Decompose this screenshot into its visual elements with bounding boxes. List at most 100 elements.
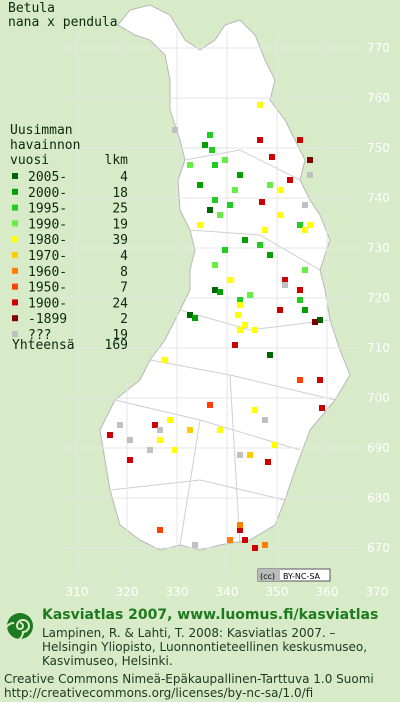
legend-swatch [12, 252, 18, 258]
y-coordinate-label: 710 [367, 341, 390, 355]
brand-line: Kasviatlas 2007, www.luomus.fi/kasviatla… [42, 607, 378, 623]
legend-swatch [12, 331, 18, 337]
legend-count: 19 [112, 217, 128, 232]
license-badge: (cc) BY-NC-SA [257, 568, 331, 582]
observation-dot [302, 307, 308, 313]
observation-dot [242, 237, 248, 243]
x-coordinate-label: 340 [216, 585, 239, 599]
observation-dot [272, 442, 278, 448]
legend-label: 2005- [28, 170, 67, 185]
observation-dot [237, 327, 243, 333]
observation-dot [252, 407, 258, 413]
legend-label: 1970- [28, 249, 67, 264]
observation-dot [227, 277, 233, 283]
y-coordinate-label: 680 [367, 491, 390, 505]
country-outline [99, 4, 351, 551]
observation-dot [267, 252, 273, 258]
legend-header: Uusimman [10, 123, 73, 138]
x-coordinate-label: 320 [116, 585, 139, 599]
observation-dot [227, 537, 233, 543]
observation-dot [237, 172, 243, 178]
x-coordinate-label: 330 [166, 585, 189, 599]
legend-swatch [12, 283, 18, 290]
observation-dot [317, 377, 323, 383]
y-coordinate-label: 670 [367, 541, 390, 555]
observation-dot [202, 142, 208, 148]
observation-dot [172, 127, 178, 133]
observation-dot [187, 312, 193, 318]
observation-dot [242, 322, 248, 328]
license-line: http://creativecommons.org/licenses/by-n… [4, 686, 313, 700]
observation-dot [235, 312, 241, 318]
legend-header: havainnon [10, 138, 80, 153]
y-coordinate-label: 760 [367, 91, 390, 105]
observation-dot [307, 222, 313, 228]
observation-dot [302, 267, 308, 273]
observation-dot [237, 522, 243, 528]
observation-dot [262, 227, 268, 233]
observation-dot [257, 137, 263, 143]
citation-line: Kasvimuseo, Helsinki. [42, 654, 173, 668]
observation-dot [192, 542, 198, 548]
legend-label: 1900- [28, 296, 67, 311]
y-coordinate-label: 700 [367, 391, 390, 405]
observation-dot [297, 297, 303, 303]
observation-dot [157, 427, 163, 433]
legend-count: 4 [120, 249, 128, 264]
observation-dot [237, 527, 243, 533]
observation-dot [307, 157, 313, 163]
observation-dot [302, 202, 308, 208]
observation-dot [297, 222, 303, 228]
legend-count: 25 [112, 202, 128, 217]
observation-dot [287, 177, 293, 183]
legend-count: 24 [112, 296, 128, 311]
observation-dot [127, 457, 133, 463]
citation-line: Helsingin Yliopisto, Luonnontieteellinen… [42, 640, 367, 654]
observation-dot [212, 287, 218, 293]
legend-swatch [12, 173, 18, 179]
citation-line: Lampinen, R. & Lahti, T. 2008: Kasviatla… [42, 626, 336, 640]
badge-text: BY-NC-SA [283, 572, 321, 581]
observation-dot [117, 422, 123, 428]
observation-dot [232, 342, 238, 348]
x-coordinate-label: 370 [366, 585, 389, 599]
observation-dot [217, 427, 223, 433]
y-coordinate-label: 770 [367, 41, 390, 55]
badge-cc: (cc) [260, 572, 275, 581]
observation-dot [319, 405, 325, 411]
x-coordinate-label: 350 [266, 585, 289, 599]
observation-dot [307, 172, 313, 178]
observation-dot [277, 187, 283, 193]
observation-dot [277, 307, 283, 313]
legend-label: 2000- [28, 186, 67, 201]
observation-dot [297, 137, 303, 143]
observation-dot [232, 187, 238, 193]
legend-count: 39 [112, 233, 128, 248]
observation-dot [282, 277, 288, 283]
observation-dot [237, 297, 243, 303]
legend-count-header: lkm [105, 153, 129, 168]
observation-dot [262, 417, 268, 423]
observation-dot [147, 447, 153, 453]
y-coordinate-label: 740 [367, 191, 390, 205]
logo [4, 613, 33, 642]
observation-dot [267, 182, 273, 188]
observation-dot [267, 352, 273, 358]
observation-dot [212, 162, 218, 168]
legend-swatch [12, 236, 18, 243]
observation-dot [312, 319, 318, 325]
observation-dot [197, 222, 203, 228]
observation-dot [157, 527, 163, 533]
observation-dot [127, 437, 133, 443]
observation-dot [297, 377, 303, 383]
observation-dot [209, 147, 215, 153]
x-coordinate-label: 360 [316, 585, 339, 599]
observation-dot [252, 327, 258, 333]
legend-count: 18 [112, 186, 128, 201]
y-coordinate-label: 690 [367, 441, 390, 455]
observation-dot [252, 545, 258, 551]
observation-dot [207, 132, 213, 138]
observation-dot [192, 315, 198, 321]
observation-dot [172, 447, 178, 453]
observation-dot [157, 437, 163, 443]
